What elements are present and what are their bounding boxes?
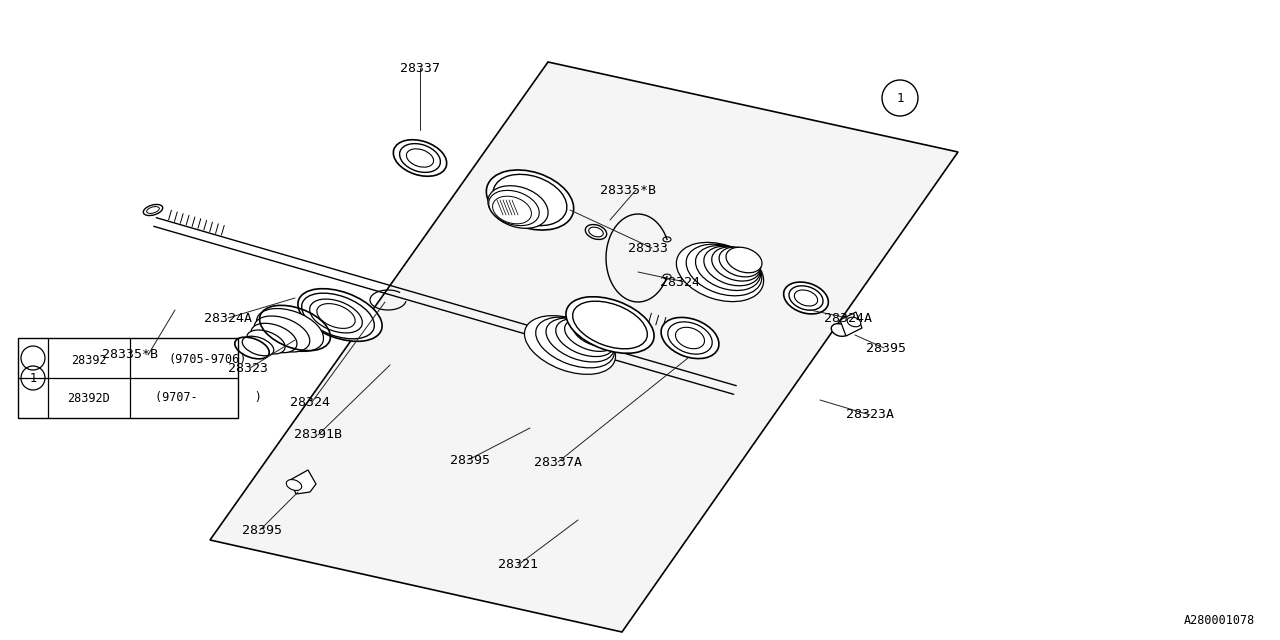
Ellipse shape xyxy=(536,317,614,368)
Ellipse shape xyxy=(493,196,531,224)
Polygon shape xyxy=(840,312,861,336)
Ellipse shape xyxy=(589,227,603,237)
Ellipse shape xyxy=(393,140,447,176)
Ellipse shape xyxy=(695,246,760,291)
Ellipse shape xyxy=(255,316,310,352)
Ellipse shape xyxy=(399,143,440,172)
Ellipse shape xyxy=(847,317,861,327)
Text: 28324: 28324 xyxy=(291,396,330,408)
Polygon shape xyxy=(210,62,957,632)
Text: 28395: 28395 xyxy=(451,454,490,467)
Ellipse shape xyxy=(581,317,620,342)
Ellipse shape xyxy=(298,289,383,341)
Text: 28335*B: 28335*B xyxy=(600,184,657,196)
Ellipse shape xyxy=(493,174,567,226)
Ellipse shape xyxy=(589,317,622,339)
Ellipse shape xyxy=(660,317,719,358)
Ellipse shape xyxy=(287,479,302,490)
Text: 28324A: 28324A xyxy=(204,312,252,324)
Text: 28395: 28395 xyxy=(242,524,282,536)
Ellipse shape xyxy=(247,330,285,354)
Ellipse shape xyxy=(407,149,434,167)
Polygon shape xyxy=(291,470,316,494)
Ellipse shape xyxy=(566,297,654,353)
Ellipse shape xyxy=(317,303,355,328)
Ellipse shape xyxy=(488,186,548,228)
Text: 1: 1 xyxy=(896,92,904,104)
Text: 28323A: 28323A xyxy=(846,408,893,422)
Ellipse shape xyxy=(676,243,764,301)
Ellipse shape xyxy=(719,247,760,277)
Ellipse shape xyxy=(486,170,573,230)
Text: 28324: 28324 xyxy=(660,275,700,289)
Ellipse shape xyxy=(831,324,849,337)
Text: (9707-        ): (9707- ) xyxy=(155,392,261,404)
Ellipse shape xyxy=(251,323,297,353)
Ellipse shape xyxy=(489,190,539,226)
Bar xyxy=(18,338,238,418)
Ellipse shape xyxy=(564,319,616,351)
Ellipse shape xyxy=(242,336,274,356)
Text: A280001078: A280001078 xyxy=(1184,614,1254,627)
Ellipse shape xyxy=(783,282,828,314)
Ellipse shape xyxy=(572,301,648,349)
Ellipse shape xyxy=(573,318,617,347)
Ellipse shape xyxy=(310,299,362,333)
Text: 28324A: 28324A xyxy=(824,312,872,324)
Ellipse shape xyxy=(256,308,324,351)
Ellipse shape xyxy=(525,316,616,374)
Ellipse shape xyxy=(668,322,712,354)
Text: 28333: 28333 xyxy=(628,241,668,255)
Ellipse shape xyxy=(712,247,760,281)
Text: 28392D: 28392D xyxy=(68,392,110,404)
Text: 28395: 28395 xyxy=(867,342,906,355)
Text: 28337A: 28337A xyxy=(534,456,582,468)
Text: (9705-9706): (9705-9706) xyxy=(169,353,247,367)
Ellipse shape xyxy=(704,246,760,285)
Text: 28337: 28337 xyxy=(399,61,440,74)
Text: 28323: 28323 xyxy=(228,362,268,374)
Ellipse shape xyxy=(726,247,762,273)
Ellipse shape xyxy=(676,327,704,349)
Ellipse shape xyxy=(788,286,823,310)
Ellipse shape xyxy=(686,244,762,296)
Text: 28321: 28321 xyxy=(498,559,538,572)
Ellipse shape xyxy=(547,318,614,362)
Text: 28392: 28392 xyxy=(72,353,106,367)
Ellipse shape xyxy=(585,225,607,239)
Text: 1: 1 xyxy=(29,371,37,385)
Text: 28391B: 28391B xyxy=(294,429,342,442)
Ellipse shape xyxy=(556,319,614,356)
Text: 28335*B: 28335*B xyxy=(102,349,157,362)
Ellipse shape xyxy=(795,290,818,306)
Ellipse shape xyxy=(302,293,374,339)
